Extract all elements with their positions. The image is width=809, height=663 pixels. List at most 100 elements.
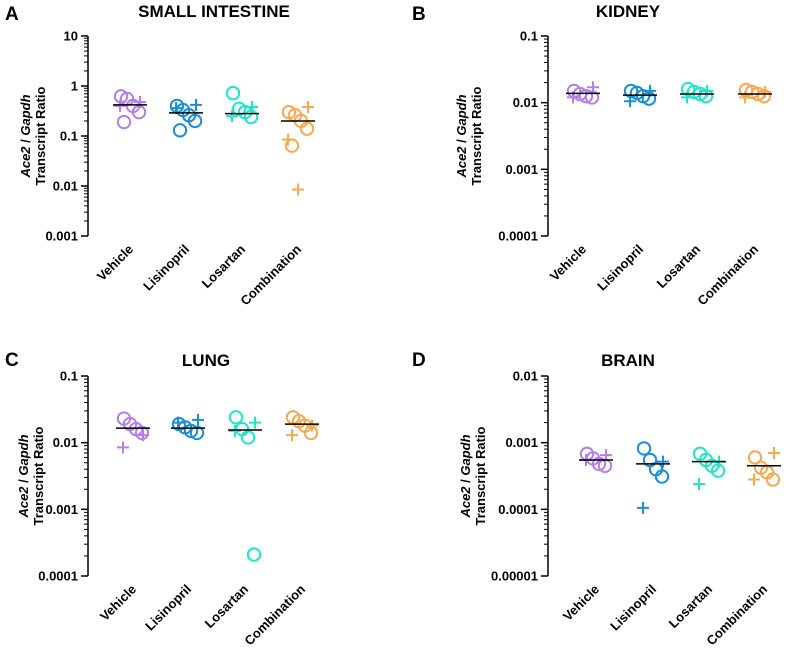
data-point-plus xyxy=(192,413,204,426)
series-losartan xyxy=(228,410,262,562)
y-tick-label: 0.00001 xyxy=(491,569,538,584)
y-label-slash: / xyxy=(454,136,469,147)
data-point-circle xyxy=(172,123,188,138)
series-lisinopril xyxy=(636,441,670,514)
y-tick-label: 0.01 xyxy=(513,95,538,110)
category-label: Vehicle xyxy=(560,582,602,624)
data-point-circle xyxy=(654,469,670,484)
category-label: Lisinopril xyxy=(142,582,194,634)
data-point-plus xyxy=(134,95,146,108)
data-point-circle xyxy=(747,450,763,465)
data-point-plus xyxy=(302,101,314,114)
category-label: Losartan xyxy=(199,241,248,290)
panel-letter: C xyxy=(5,350,19,371)
y-tick-label: 0.1 xyxy=(520,29,538,44)
y-tick-label: 0.0001 xyxy=(38,569,78,584)
y-label-ref: Gapdh xyxy=(18,94,33,135)
panel-letter: D xyxy=(412,350,426,371)
data-point-plus xyxy=(292,183,304,196)
y-label-ref: Gapdh xyxy=(458,434,473,475)
data-point-circle xyxy=(189,425,205,441)
y-tick-label: 0.01 xyxy=(53,435,78,450)
y-tick-label: 0.1 xyxy=(60,129,78,144)
panel-title: BRAIN xyxy=(601,351,655,370)
data-point-plus xyxy=(172,416,184,429)
series-combination xyxy=(738,82,772,104)
panel-c: C LUNG 0.0001 0.001 0.01 0.1 Ace2 / GapdhTrans… xyxy=(5,350,319,648)
data-point-circle xyxy=(591,456,607,472)
data-point-plus xyxy=(114,99,126,112)
panel-title: SMALL INTESTINE xyxy=(138,2,290,21)
data-point-plus xyxy=(190,98,202,111)
y-tick-label: 0.001 xyxy=(45,229,78,244)
data-point-plus xyxy=(701,84,713,97)
category-label: Combination xyxy=(241,581,308,648)
data-point-plus xyxy=(117,441,129,454)
data-point-plus xyxy=(306,419,318,432)
y-label-line2: Transcript Ratio xyxy=(473,426,488,525)
y-label-line2: Transcript Ratio xyxy=(31,426,46,525)
data-point-plus xyxy=(137,429,149,442)
y-tick-label: 1 xyxy=(71,79,78,94)
y-tick-label: 0.001 xyxy=(505,162,538,177)
category-label: Losartan xyxy=(666,581,715,630)
y-tick-label: 0.001 xyxy=(45,502,78,517)
y-label-line2: Transcript Ratio xyxy=(469,86,484,185)
panel-b: B KIDNEY 0.0001 0.001 0.01 0.1 Ace2 / GapdhTra… xyxy=(412,2,772,308)
y-tick-label: 0.01 xyxy=(513,369,538,384)
data-point-plus xyxy=(748,473,760,486)
y-label-ref: Gapdh xyxy=(16,434,31,475)
y-tick-label: 0.01 xyxy=(53,179,78,194)
data-point-plus xyxy=(759,85,771,98)
data-point-circle xyxy=(228,410,244,425)
data-point-circle xyxy=(116,114,132,130)
y-label-slash: / xyxy=(16,476,31,487)
series-losartan xyxy=(692,446,726,490)
data-point-plus xyxy=(768,446,780,459)
data-point-circle xyxy=(183,423,199,439)
data-point-plus xyxy=(249,416,261,429)
panel-d: D BRAIN 0.00001 0.0001 0.001 0.01 Ace2 / Gapdh… xyxy=(412,350,781,648)
panel-letter: A xyxy=(5,4,19,25)
series-combination xyxy=(747,446,781,487)
data-point-plus xyxy=(229,424,241,437)
category-label: Losartan xyxy=(202,581,251,630)
category-label: Lisinopril xyxy=(140,242,192,294)
y-label-line2: Transcript Ratio xyxy=(33,86,48,185)
data-point-plus xyxy=(286,429,298,442)
y-tick-label: 10 xyxy=(64,29,78,44)
y-axis-label: Ace2 / GapdhTranscript Ratio xyxy=(454,86,484,185)
y-tick-label: 0.0001 xyxy=(498,229,538,244)
data-point-plus xyxy=(600,449,612,462)
series-lisinopril xyxy=(171,413,205,441)
series-losartan xyxy=(680,81,714,104)
series-combination xyxy=(285,410,319,442)
y-axis-label: Ace2 / GapdhTranscript Ratio xyxy=(16,426,46,525)
category-label: Vehicle xyxy=(97,582,139,624)
y-label-gene: Ace2 xyxy=(16,486,31,519)
panel-title: LUNG xyxy=(182,351,230,370)
data-point-circle xyxy=(246,547,262,562)
data-point-circle xyxy=(240,430,256,445)
category-label: Vehicle xyxy=(94,242,136,284)
y-axis-label: Ace2 / GapdhTranscript Ratio xyxy=(18,86,48,185)
data-point-plus xyxy=(282,133,294,146)
series-vehicle xyxy=(566,81,600,105)
data-point-plus xyxy=(587,81,599,94)
y-axis-label: Ace2 / GapdhTranscript Ratio xyxy=(458,426,488,525)
category-label: Lisinopril xyxy=(594,242,646,294)
category-label: Losartan xyxy=(654,241,703,290)
data-point-circle xyxy=(187,113,203,129)
data-point-circle xyxy=(234,421,250,437)
series-lisinopril xyxy=(623,83,657,108)
series-vehicle xyxy=(113,89,147,130)
data-point-circle xyxy=(225,85,241,101)
data-point-plus xyxy=(657,455,669,468)
y-label-slash: / xyxy=(18,136,33,147)
series-combination xyxy=(281,101,315,196)
data-point-circle xyxy=(578,89,594,104)
y-tick-label: 0.001 xyxy=(505,435,538,450)
series-vehicle xyxy=(116,411,150,454)
panel-title: KIDNEY xyxy=(596,2,661,21)
category-label: Combination xyxy=(694,241,761,308)
